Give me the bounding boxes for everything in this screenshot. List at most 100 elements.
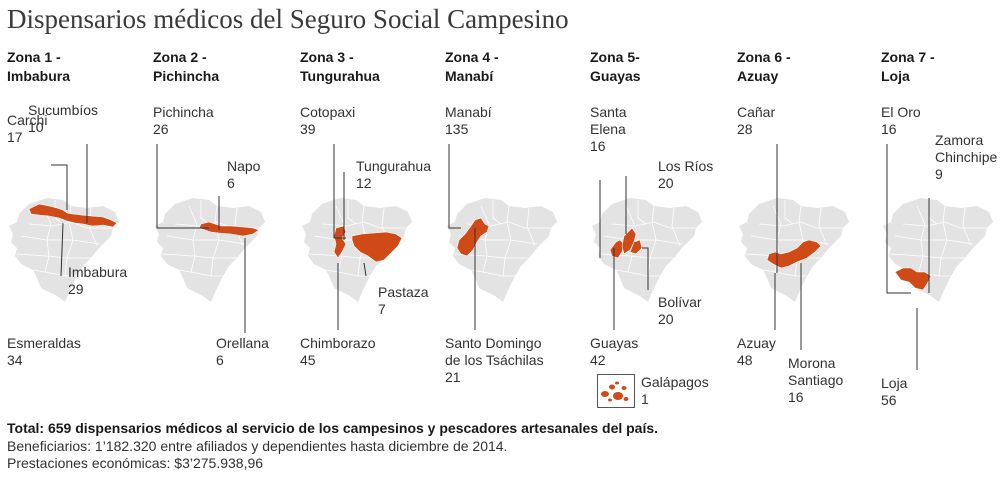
province-name: Manabí (445, 104, 492, 120)
province-border (32, 269, 77, 277)
province-name: Bolívar (658, 294, 702, 310)
zone-7: Zona 7 - Loja El Oro 16 Zamora Chinchipe 9 Loj… (881, 48, 1000, 408)
province-border (166, 235, 246, 245)
province-value: 20 (658, 175, 674, 191)
province-value: 9 (935, 166, 943, 182)
footer-notes: Total: 659 dispensarios médicos al servi… (7, 420, 658, 473)
map-base (592, 198, 702, 302)
province-value: 12 (356, 175, 372, 191)
province-value: 6 (216, 352, 224, 368)
province-name: Orellana (216, 335, 269, 351)
province-border (492, 200, 502, 225)
ecuador-map (592, 198, 702, 302)
province-border (162, 253, 237, 259)
province-value: 21 (445, 369, 461, 385)
province-value: 1 (641, 391, 649, 407)
zone-title: Zona 1 - Imbabura (7, 49, 71, 84)
province-value: 16 (881, 121, 897, 137)
province-value: 17 (7, 129, 23, 145)
zone-highlight (621, 227, 637, 255)
province-label: Chimborazo 45 (300, 335, 375, 369)
footer-total: Total: 659 dispensarios médicos al servi… (7, 420, 659, 436)
zone-highlight (351, 231, 403, 263)
province-label: Cotopaxi 39 (300, 104, 355, 138)
province-label: Galápagos 1 (641, 374, 709, 408)
province-value: 45 (300, 352, 316, 368)
zone-5: Zona 5- Guayas Santa Elena 16 Los Ríos 20 Bolí… (590, 48, 733, 408)
province-label: Tungurahua 12 (356, 158, 431, 192)
ecuador-map (155, 198, 265, 302)
zone-highlight (766, 239, 822, 269)
province-border (603, 235, 683, 245)
province-border (671, 207, 681, 247)
province-name: Tungurahua (356, 158, 431, 174)
province-value: 39 (300, 121, 316, 137)
zone-6: Zona 6 - Azuay Cañar 28 Azuay 48 Morona Santia… (737, 48, 880, 408)
province-name: Los Ríos (658, 158, 714, 174)
province-name: Chimborazo (300, 335, 376, 351)
map-base (155, 198, 265, 302)
province-value: 48 (737, 352, 753, 368)
province-label: Santa Elena 16 (590, 104, 627, 155)
ecuador-map (739, 198, 849, 302)
province-name: Santa (590, 104, 627, 120)
province-label: Pichincha 26 (153, 104, 214, 138)
province-label: Guayas 42 (590, 335, 638, 369)
galapagos-island (615, 381, 619, 385)
zone-2: Zona 2 - Pichincha Pichincha 26 Napo 6 Orella… (153, 48, 296, 408)
province-label: Pastaza 7 (378, 284, 429, 318)
province-border (758, 221, 843, 229)
province-border (16, 253, 91, 259)
chart-title: Dispensarios médicos del Seguro Social C… (7, 4, 569, 34)
galapagos-island (623, 397, 629, 401)
province-name: Santiago (788, 372, 844, 388)
province-value: 135 (445, 121, 469, 137)
province-name: Esmeraldas (7, 335, 81, 351)
province-value: 7 (378, 301, 386, 317)
province-label: Loja 56 (881, 375, 907, 409)
province-name: Carchi (7, 112, 48, 128)
province-value: 16 (590, 138, 606, 154)
galapagos-island (609, 384, 615, 390)
province-border (347, 200, 357, 225)
province-border (454, 253, 529, 259)
province-border (637, 200, 647, 225)
province-name: Napo (227, 158, 261, 174)
province-value: 29 (68, 281, 84, 297)
province-name: de los Tsáchilas (445, 352, 544, 368)
province-label: Bolívar 20 (658, 294, 702, 328)
zone-4: Zona 4 - Manabí Manabí 135 Santo Domingo de … (445, 48, 588, 408)
province-label: Esmeraldas 34 (7, 335, 81, 369)
province-label: Sucumbíos 10 (28, 102, 98, 136)
province-label: Los Ríos 20 (658, 158, 713, 192)
province-name: Azuay (737, 335, 776, 351)
province-label: Azuay 48 (737, 335, 776, 369)
province-label: Morona Santiago 16 (788, 355, 843, 406)
province-name: Imbabura (68, 264, 128, 280)
galapagos-island (621, 386, 627, 390)
province-name: Chinchipe (935, 149, 998, 165)
zone-1: Zona 1 - Imbabura Sucumbíos 10 Carchi 17 Imba… (7, 48, 150, 408)
galapagos-inset (597, 374, 635, 408)
province-label: Orellana 6 (216, 335, 269, 369)
province-name: Sucumbíos (28, 102, 99, 118)
province-value: 28 (737, 121, 753, 137)
ecuador-map (447, 198, 557, 302)
zone-title: Zona 4 - Manabí (445, 49, 499, 84)
province-border (20, 235, 100, 245)
province-name: Morona (788, 355, 836, 371)
province-border (470, 269, 515, 277)
province-value: 34 (7, 352, 23, 368)
zone-highlight (456, 217, 490, 257)
province-name: Zamora (935, 132, 984, 148)
province-label: Zamora Chinchipe 9 (935, 132, 997, 183)
province-border (526, 207, 536, 247)
province-border (88, 207, 98, 247)
zone-title: Zona 3 - Tungurahua (300, 49, 380, 84)
province-name: Pichincha (153, 104, 214, 120)
province-name: Elena (590, 121, 626, 137)
map-base (302, 198, 412, 302)
province-border (818, 207, 828, 247)
province-value: 6 (227, 175, 235, 191)
province-name: Galápagos (641, 374, 709, 390)
